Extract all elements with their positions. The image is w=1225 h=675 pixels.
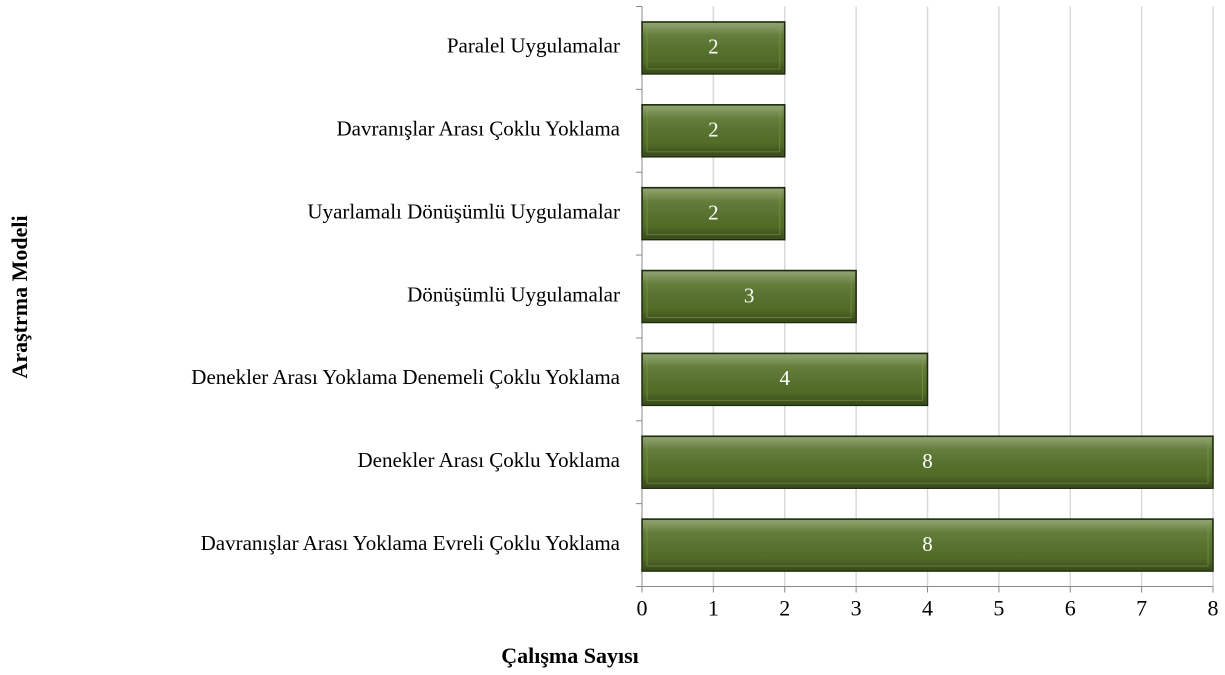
data-label: 2 (708, 200, 719, 224)
x-tick-label: 6 (1065, 596, 1076, 621)
bar-bevel (646, 357, 923, 401)
bar-bevel (646, 26, 781, 70)
x-tick-label: 3 (851, 596, 862, 621)
x-tick-label: 0 (637, 596, 648, 621)
y-tick-label: Dönüşümlü Uygulamalar (407, 282, 620, 306)
bar-bevel (646, 192, 781, 236)
x-tick-label: 2 (779, 596, 790, 621)
bar-bevel (646, 109, 781, 153)
bar-bevel (646, 440, 1209, 484)
x-tick-label: 5 (993, 596, 1004, 621)
bar-shine (643, 271, 856, 322)
data-label: 8 (922, 532, 933, 556)
x-axis-title: Çalışma Sayısı (501, 643, 639, 668)
bar-shine (643, 437, 1212, 488)
data-label: 4 (780, 366, 791, 390)
y-tick-label: Uyarlamalı Dönüşümlü Uygulamalar (307, 199, 620, 223)
data-label: 3 (744, 283, 755, 307)
bar-shine (643, 105, 784, 156)
x-tick-label: 8 (1208, 596, 1219, 621)
y-tick-label: Davranışlar Arası Çoklu Yoklama (337, 117, 621, 141)
x-tick-label: 1 (708, 596, 719, 621)
y-axis-title: Araştrma Modeli (7, 215, 32, 378)
bar-shine (643, 22, 784, 73)
bar-shine (643, 188, 784, 239)
bar-shine (643, 520, 1212, 571)
bar-bevel (646, 523, 1209, 567)
x-tick-label: 4 (922, 596, 933, 621)
y-tick-label: Denekler Arası Çoklu Yoklama (358, 448, 621, 472)
bar-shine (643, 354, 927, 405)
data-label: 2 (708, 35, 719, 59)
y-tick-label: Paralel Uygulamalar (447, 34, 620, 58)
y-tick-label: Davranışlar Arası Yoklama Evreli Çoklu Y… (201, 531, 621, 555)
bar-bevel (646, 275, 852, 318)
data-label: 2 (708, 118, 719, 142)
x-tick-label: 7 (1136, 596, 1147, 621)
y-tick-label: Denekler Arası Yoklama Denemeli Çoklu Yo… (191, 365, 620, 389)
data-label: 8 (922, 449, 933, 473)
